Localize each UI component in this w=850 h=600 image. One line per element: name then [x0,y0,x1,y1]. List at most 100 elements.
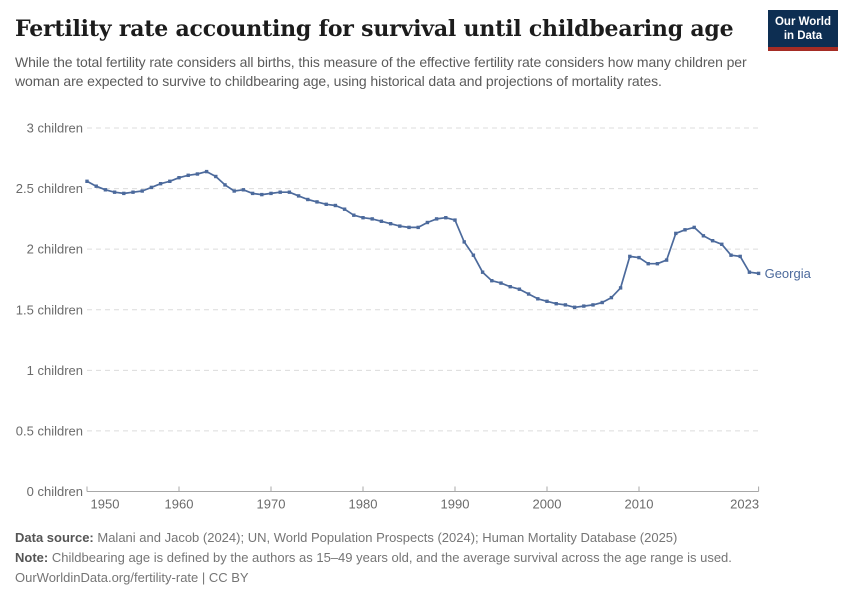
data-point-marker [434,217,439,221]
y-axis-label: 2.5 children [16,181,83,196]
data-point-marker [683,228,687,232]
data-point-marker [352,213,356,217]
data-point-marker [720,242,724,246]
data-point-marker [140,189,144,193]
x-axis-label: 2023 [730,497,759,512]
data-point-marker [545,299,549,303]
y-axis-label: 0.5 children [16,423,83,438]
x-axis-label: 1970 [257,497,286,512]
data-point-marker [710,239,715,243]
note-text: Childbearing age is defined by the autho… [51,550,732,565]
note-label: Note: [15,550,49,565]
data-point-marker [158,182,163,186]
data-point-marker [250,191,255,196]
data-point-marker [628,254,632,259]
data-point-marker [232,189,236,193]
data-point-marker [591,303,595,307]
data-point-marker [425,220,430,225]
data-point-marker [664,258,669,262]
canonical-url-link[interactable]: OurWorldinData.org/fertility-rate [15,570,199,585]
data-point-marker [526,292,531,296]
data-point-marker [563,303,568,307]
y-axis-label: 0 children [27,484,83,499]
citation-line: OurWorldinData.org/fertility-rate | CC B… [15,568,835,588]
data-point-marker [490,279,494,283]
data-point-marker [582,304,586,308]
data-point-marker [278,190,282,194]
data-point-marker [103,188,108,192]
data-point-marker [186,173,190,177]
note-line: Note: Childbearing age is defined by the… [15,548,835,568]
data-point-marker [499,281,503,285]
x-axis-label: 1960 [165,497,194,512]
data-point-marker [646,262,650,266]
x-axis-label: 2010 [625,497,654,512]
x-axis-label: 1980 [349,497,378,512]
data-point-marker [674,231,678,236]
owid-logo[interactable]: Our World in Data [767,10,838,51]
owid-logo-line1: Our World [774,16,831,28]
data-source-line: Data source: Malani and Jacob (2024); UN… [15,528,835,548]
data-point-marker [462,240,466,244]
data-point-marker [122,191,126,196]
data-point-marker [572,305,577,309]
data-point-marker [168,179,172,183]
data-point-marker [370,217,374,221]
data-source-text: Malani and Jacob (2024); UN, World Popul… [97,530,678,545]
data-point-marker [398,224,402,228]
data-point-marker [177,176,181,180]
data-point-marker [618,286,623,290]
data-point-marker [94,184,98,188]
data-point-marker [149,185,154,190]
data-point-marker [609,295,614,300]
x-axis-label: 1990 [441,497,470,512]
data-point-marker [655,262,660,266]
fertility-line-chart: 0 children 0.5 children 1 children 1.5 chil… [0,110,850,522]
data-point-marker [315,200,319,204]
citation-separator: | [198,570,209,585]
data-point-marker [453,218,457,222]
data-point-marker [131,190,135,194]
data-point-marker [756,271,761,276]
data-point-marker [554,302,558,306]
owid-logo-line2: in Data [783,29,823,42]
data-point-marker [223,183,227,187]
data-point-marker [342,207,347,211]
data-point-marker [306,197,310,202]
data-point-marker [747,270,752,274]
data-point-marker [324,202,328,206]
data-point-marker [379,219,384,223]
data-point-marker [729,253,733,257]
data-point-marker [600,300,604,305]
data-point-marker [444,216,448,220]
x-axis-label: 1950 [91,497,120,512]
data-point-marker [407,225,411,230]
data-source-label: Data source: [15,530,94,545]
chart-subtitle: While the total fertility rate considers… [15,54,747,89]
data-point-marker [692,225,696,230]
data-point-marker [296,194,301,198]
page-title: Fertility rate accounting for survival u… [15,16,734,42]
data-point-marker [536,297,540,301]
data-point-marker [195,172,200,176]
data-point-marker [260,192,264,197]
y-axis-label: 1.5 children [16,302,83,317]
data-point-marker [241,188,246,192]
data-point-marker [333,203,338,208]
data-point-marker [738,254,742,259]
data-point-marker [637,255,641,260]
data-point-marker [388,222,393,226]
data-point-marker [701,234,706,238]
y-axis-label: 2 children [27,242,83,257]
data-point-marker [517,287,522,291]
data-point-marker [214,174,218,179]
y-axis-label: 1 children [27,363,83,378]
data-point-marker [416,225,420,230]
data-line-georgia [86,170,759,309]
data-point-marker [85,179,89,183]
data-point-marker [112,190,117,194]
data-point-marker [269,191,273,196]
data-point-marker [204,169,209,174]
y-axis-label: 3 children [27,121,83,136]
